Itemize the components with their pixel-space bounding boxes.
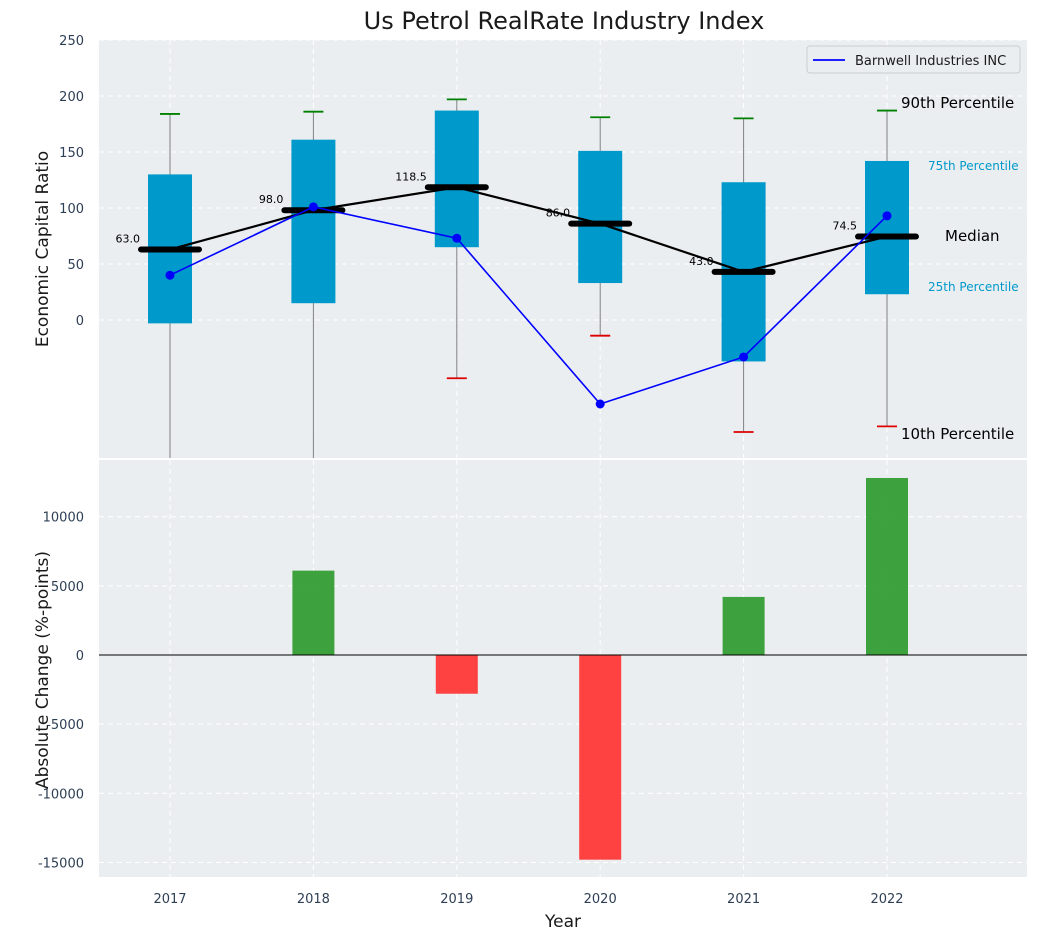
- legend: Barnwell Industries INC: [806, 45, 1021, 74]
- top-y-tick-labels: 0 50 100 150 200 250: [59, 34, 84, 329]
- bottom-y-tick-label: 0: [76, 649, 84, 664]
- annotation-p75: 75th Percentile: [928, 159, 1019, 173]
- bar: [866, 477, 908, 655]
- bottom-y-tick-label: -15000: [38, 856, 84, 871]
- median-trend: [138, 184, 919, 275]
- x-tick-label: 2021: [727, 892, 760, 907]
- bottom-y-axis-label: Absolute Change (%-points): [33, 551, 53, 789]
- box-iqr: [578, 150, 623, 284]
- bar: [292, 570, 335, 655]
- box-iqr: [865, 160, 909, 295]
- annotation-p25: 25th Percentile: [928, 280, 1019, 294]
- x-tick-labels: 2017 2018 2019 2020 2021 2022: [153, 892, 903, 907]
- company-series-point: [165, 270, 175, 280]
- top-y-tick-label: 200: [59, 90, 84, 105]
- bars: [292, 477, 908, 860]
- company-series-point: [882, 211, 892, 221]
- legend-label: Barnwell Industries INC: [855, 54, 1006, 69]
- x-tick-label: 2018: [297, 892, 330, 907]
- x-tick-label: 2022: [870, 892, 903, 907]
- bar: [722, 596, 765, 655]
- top-panel: 0 50 100 150 200 250 63.0 98.0 118.5 86.0 43.0 74.…: [33, 34, 1027, 458]
- annotation-median: Median: [945, 227, 1000, 245]
- bar: [579, 655, 622, 860]
- company-series-point: [308, 202, 318, 212]
- legend-box: [806, 45, 1021, 74]
- bottom-y-tick-label: -5000: [46, 718, 84, 733]
- bar: [435, 655, 478, 694]
- median-value-label: 74.5: [833, 220, 858, 233]
- x-tick-label: 2020: [584, 892, 617, 907]
- top-y-tick-label: 50: [67, 258, 84, 273]
- bottom-y-tick-label: 10000: [43, 511, 84, 526]
- company-series-point: [452, 233, 462, 243]
- x-tick-label: 2017: [153, 892, 186, 907]
- bottom-y-tick-labels: -15000 -10000 -5000 0 5000 10000: [38, 511, 84, 872]
- x-axis-label: Year: [544, 912, 581, 932]
- bottom-y-tick-label: 5000: [51, 580, 84, 595]
- median-value-label: 98.0: [259, 193, 284, 206]
- top-y-tick-label: 250: [59, 34, 84, 49]
- median-value-label: 63.0: [116, 232, 141, 245]
- boxes: [148, 110, 909, 362]
- median-value-label: 43.0: [689, 255, 714, 268]
- company-series: [165, 202, 892, 409]
- bottom-y-tick-label: -10000: [38, 787, 84, 802]
- company-series-point: [595, 399, 605, 409]
- top-y-tick-label: 100: [59, 202, 84, 217]
- median-value-label: 86.0: [546, 207, 571, 220]
- annotation-p90: 90th Percentile: [901, 94, 1014, 112]
- top-y-tick-label: 0: [76, 314, 84, 329]
- median-value-labels: 63.0 98.0 118.5 86.0 43.0 74.5: [116, 170, 858, 268]
- box-iqr: [434, 110, 479, 248]
- median-trend-line: [169, 186, 888, 273]
- x-tick-label: 2019: [440, 892, 473, 907]
- company-series-line: [169, 206, 888, 405]
- top-y-axis-label: Economic Capital Ratio: [33, 151, 53, 347]
- annotation-p10: 10th Percentile: [901, 425, 1014, 443]
- top-y-tick-label: 150: [59, 146, 84, 161]
- bottom-panel: -15000 -10000 -5000 0 5000 10000 2017 2018 2019…: [33, 460, 1027, 932]
- company-series-point: [739, 352, 749, 362]
- box-iqr: [291, 139, 336, 304]
- median-value-label: 118.5: [395, 170, 427, 183]
- chart-title: Us Petrol RealRate Industry Index: [364, 7, 765, 35]
